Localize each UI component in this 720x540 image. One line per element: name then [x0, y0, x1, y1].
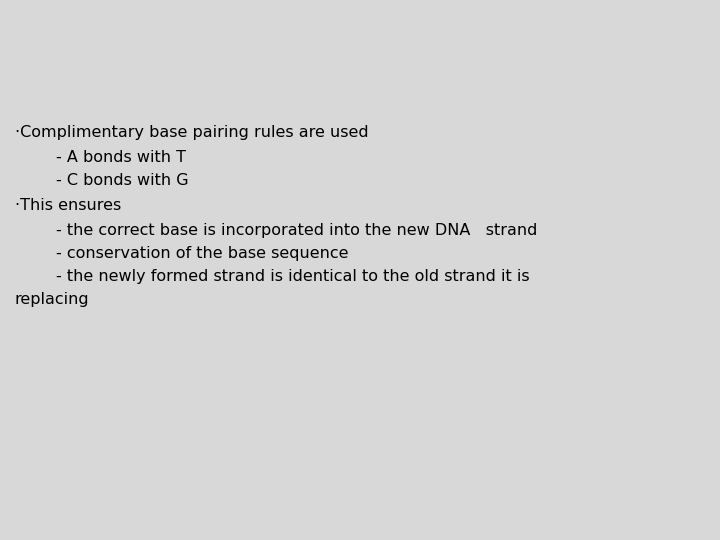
- Text: - C bonds with G: - C bonds with G: [15, 173, 189, 188]
- Text: - A bonds with T: - A bonds with T: [15, 150, 186, 165]
- Text: ·This ensures: ·This ensures: [15, 198, 121, 213]
- Text: - the correct base is incorporated into the new DNA   strand: - the correct base is incorporated into …: [15, 223, 537, 238]
- Text: replacing: replacing: [15, 292, 89, 307]
- Text: ·Complimentary base pairing rules are used: ·Complimentary base pairing rules are us…: [15, 125, 369, 140]
- Text: - conservation of the base sequence: - conservation of the base sequence: [15, 246, 348, 261]
- Text: - the newly formed strand is identical to the old strand it is: - the newly formed strand is identical t…: [15, 269, 530, 284]
